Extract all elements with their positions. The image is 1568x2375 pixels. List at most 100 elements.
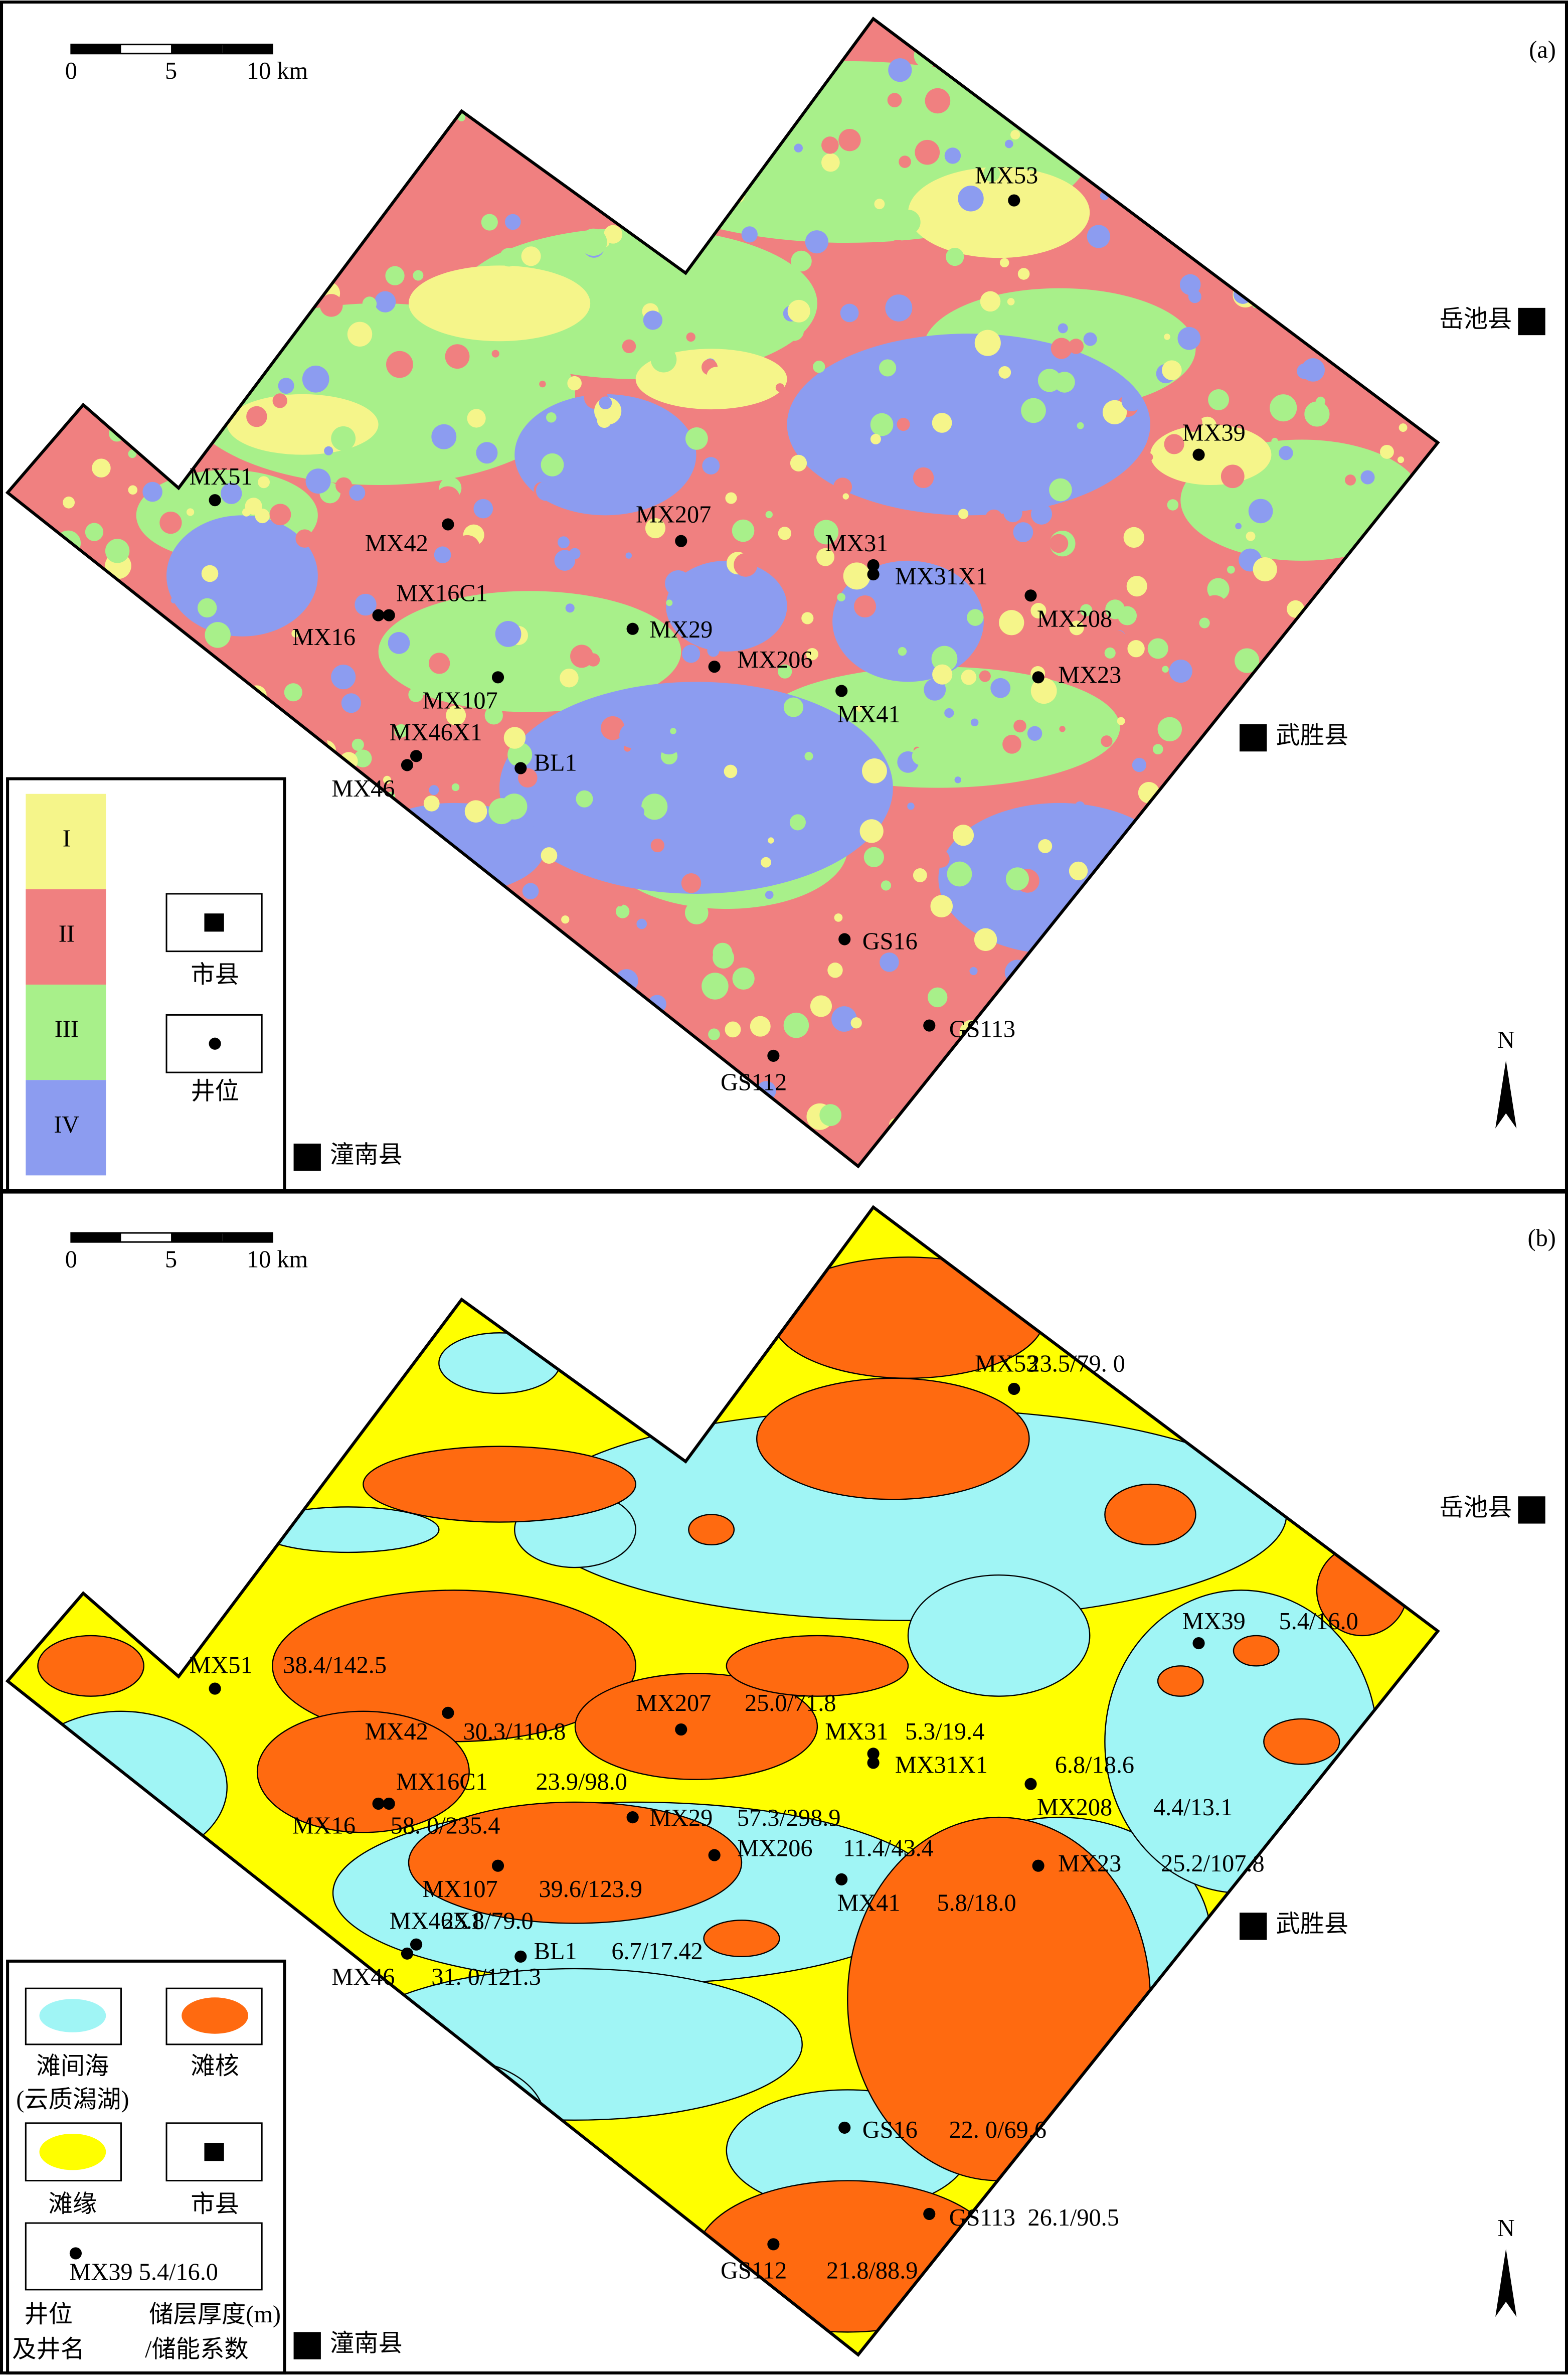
class-speckle [1397, 19, 1420, 27]
legend-inter-shoal-swatch [39, 1999, 106, 2032]
class-speckle [373, 42, 394, 63]
well-name: MX206 [737, 1835, 812, 1862]
class-speckle [1101, 735, 1113, 747]
class-speckle [990, 678, 1011, 698]
class-speckle [1247, 801, 1263, 817]
well-dot [838, 933, 851, 945]
class-speckle [1179, 274, 1201, 295]
scale-label: 5 [165, 1246, 177, 1273]
class-speckle [1447, 165, 1459, 177]
class-speckle [44, 52, 61, 69]
class-speckle [1360, 470, 1375, 485]
class-speckle [1283, 481, 1296, 493]
class-speckle [1360, 811, 1387, 837]
class-speckle [1363, 1072, 1375, 1084]
class-speckle [1197, 416, 1217, 436]
class-speckle [1405, 1103, 1418, 1117]
class-speckle [1199, 617, 1210, 628]
class-speckle [38, 684, 54, 700]
class-speckle [1208, 233, 1227, 252]
class-patch [166, 515, 318, 637]
well-dot [372, 609, 385, 621]
class-speckle [451, 783, 460, 791]
class-speckle [1132, 45, 1141, 54]
class-speckle [1316, 172, 1338, 194]
class-speckle [1381, 1105, 1395, 1119]
class-speckle [1212, 802, 1239, 829]
inter-shoal-area [347, 1968, 803, 2121]
well-value: 6.7/17.42 [611, 1938, 703, 1965]
class-speckle [278, 378, 294, 394]
class-speckle [1437, 510, 1438, 529]
class-speckle [295, 529, 314, 548]
well-name: MX107 [422, 688, 497, 714]
class-speckle [309, 136, 336, 164]
class-speckle [347, 322, 373, 347]
class-speckle [1433, 1025, 1438, 1048]
panel-label: (a) [1529, 37, 1556, 63]
class-speckle [1258, 1094, 1268, 1103]
class-speckle [450, 892, 472, 913]
county-name: 武胜县 [1276, 722, 1348, 749]
class-speckle [213, 144, 228, 160]
county-symbol [293, 1143, 321, 1171]
class-speckle [685, 427, 708, 450]
class-speckle [702, 702, 712, 712]
class-speckle [1051, 338, 1072, 359]
legend-label: MX39 5.4/16.0 [70, 2259, 218, 2286]
class-speckle [230, 266, 251, 287]
class-speckle [544, 1093, 567, 1118]
class-speckle [1370, 692, 1380, 703]
class-speckle [1245, 952, 1267, 975]
class-speckle [1508, 1002, 1514, 1008]
class-speckle [476, 442, 498, 464]
class-speckle [142, 482, 162, 502]
class-speckle [156, 634, 171, 649]
class-speckle [464, 800, 487, 823]
well-name: MX42 [365, 530, 428, 557]
class-speckle [324, 446, 333, 455]
class-speckle [1012, 1084, 1029, 1102]
class-patch [514, 394, 696, 516]
class-speckle [352, 738, 364, 751]
class-speckle [191, 583, 198, 589]
well-name: MX16 [292, 624, 356, 651]
class-speckle [897, 418, 910, 431]
class-speckle [765, 511, 773, 519]
class-speckle [560, 668, 579, 688]
legend-label: 市县 [191, 2191, 239, 2218]
class-speckle [1369, 967, 1382, 981]
well-dot [491, 1859, 504, 1872]
class-speckle [685, 901, 709, 924]
class-speckle [517, 975, 528, 985]
well-value: 4.4/13.1 [1153, 1794, 1233, 1821]
well-dot [1032, 1859, 1044, 1872]
class-speckle [1169, 659, 1192, 683]
class-speckle [521, 246, 541, 266]
class-speckle [1323, 798, 1340, 815]
class-speckle [1458, 781, 1479, 803]
class-speckle [303, 20, 312, 30]
class-speckle [1010, 129, 1020, 140]
well-value: 25.2/107.8 [1161, 1850, 1265, 1877]
class-speckle [740, 69, 751, 80]
class-speckle [1336, 172, 1353, 189]
class-speckle [784, 321, 804, 341]
class-speckle [622, 339, 636, 354]
class-speckle [202, 73, 208, 80]
class-speckle [838, 128, 861, 151]
class-speckle [1042, 19, 1067, 33]
class-speckle [1279, 446, 1293, 460]
class-patch [666, 560, 787, 652]
class-speckle [836, 1028, 861, 1053]
class-speckle [831, 1006, 857, 1032]
legend-county-symbol [204, 913, 224, 932]
class-speckle [734, 553, 758, 577]
class-speckle [318, 963, 345, 990]
class-speckle [445, 344, 470, 369]
class-speckle [1037, 893, 1053, 909]
class-speckle [402, 41, 420, 60]
class-speckle [887, 93, 902, 108]
well-name: MX51 [190, 1652, 253, 1678]
class-speckle [902, 347, 928, 372]
